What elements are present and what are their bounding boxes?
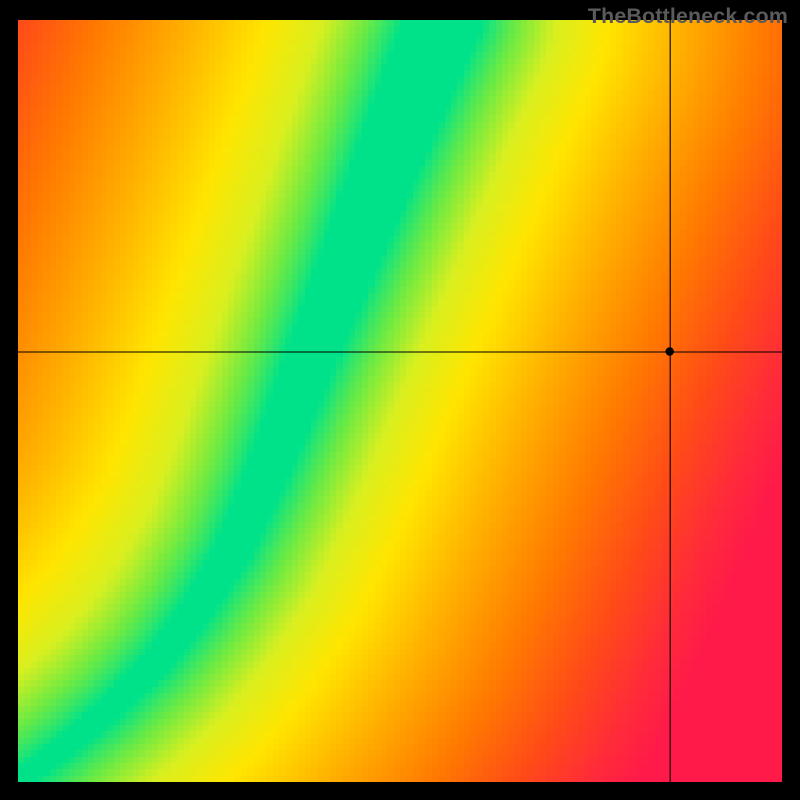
chart-root: TheBottleneck.com	[0, 0, 800, 800]
crosshair-overlay	[0, 0, 800, 800]
watermark-text: TheBottleneck.com	[588, 4, 788, 29]
